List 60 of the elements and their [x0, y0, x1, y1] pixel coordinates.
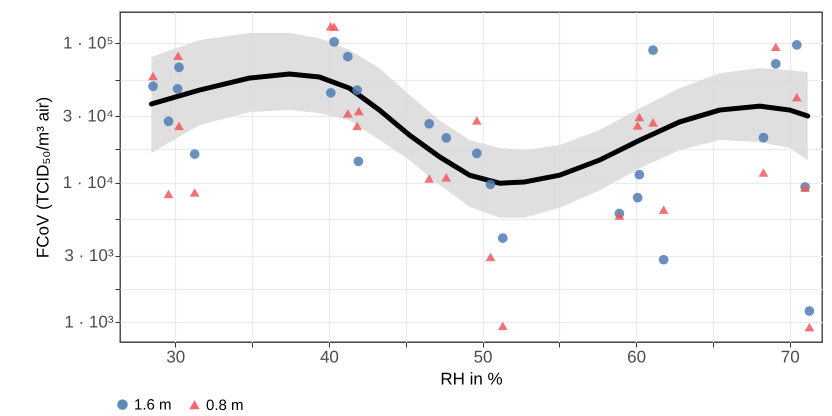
y-tick-label: 1 · 10³: [64, 312, 114, 332]
point: [441, 133, 452, 143]
point: [792, 40, 802, 50]
point: [342, 109, 353, 118]
point: [658, 254, 668, 265]
point: [148, 72, 158, 80]
point: [632, 121, 643, 130]
x-tick-label: 30: [166, 348, 186, 366]
point: [472, 116, 482, 125]
point: [164, 190, 174, 198]
point: [658, 205, 668, 214]
point: [758, 168, 768, 177]
point: [174, 62, 184, 72]
point: [352, 122, 362, 130]
point: [342, 52, 353, 62]
point: [326, 88, 336, 98]
point: [174, 122, 184, 130]
point: [632, 192, 643, 202]
legend-label: 0.8 m: [206, 396, 244, 414]
y-axis-title: FCoV (TCID₅₀/m³ air): [34, 96, 53, 258]
point: [352, 85, 362, 95]
point: [424, 174, 434, 183]
point: [354, 106, 364, 116]
point: [172, 84, 182, 94]
point: [486, 252, 496, 262]
point: [792, 92, 802, 102]
y-tick-label: 1 · 10⁴: [62, 173, 114, 192]
point: [648, 45, 658, 55]
point: [190, 188, 200, 197]
x-axis-title: RH in %: [440, 370, 503, 388]
point: [164, 116, 174, 126]
point: [148, 81, 158, 92]
point: [770, 42, 781, 52]
point: [634, 170, 644, 180]
point: [190, 149, 200, 159]
y-tick-label: 1 · 10⁵: [62, 34, 114, 53]
point: [770, 58, 781, 69]
legend-label: 1.6 m: [134, 396, 172, 414]
point: [804, 322, 814, 332]
point: [354, 156, 364, 166]
point: [758, 132, 768, 142]
x-tick-label: 60: [627, 348, 646, 366]
point: [173, 52, 183, 60]
point: [472, 148, 482, 158]
y-tick-label: 3 · 10³: [64, 246, 114, 266]
point: [804, 306, 814, 316]
point: [614, 211, 624, 220]
point: [441, 173, 452, 182]
point: [634, 112, 644, 122]
point: [329, 22, 340, 31]
x-tick-label: 40: [320, 348, 339, 366]
x-tick-label: 70: [780, 348, 800, 366]
point: [498, 322, 508, 330]
point: [498, 233, 508, 243]
x-tick-label: 50: [474, 348, 492, 366]
point: [424, 118, 434, 129]
point: [329, 37, 340, 47]
y-tick-label: 3 · 10⁴: [62, 106, 114, 126]
point: [648, 118, 658, 127]
point: [486, 180, 496, 190]
